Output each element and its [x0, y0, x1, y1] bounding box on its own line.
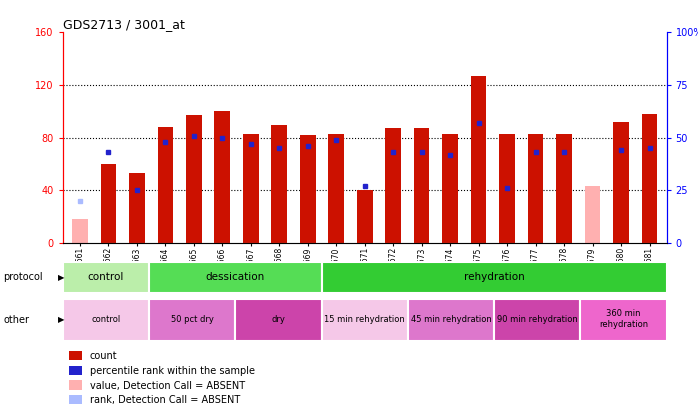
Text: percentile rank within the sample: percentile rank within the sample	[90, 366, 255, 376]
Bar	[69, 351, 82, 360]
Text: protocol: protocol	[3, 273, 43, 282]
Text: 45 min rehydration: 45 min rehydration	[410, 315, 491, 324]
Bar	[556, 134, 572, 243]
Text: control: control	[91, 315, 121, 324]
Bar	[613, 122, 629, 243]
Bar	[580, 298, 667, 341]
Text: dry: dry	[272, 315, 285, 324]
Text: count: count	[90, 351, 118, 361]
Text: 360 min
rehydration: 360 min rehydration	[599, 309, 648, 329]
Text: control: control	[88, 272, 124, 282]
Text: 15 min rehydration: 15 min rehydration	[325, 315, 405, 324]
Bar	[63, 262, 149, 293]
Bar	[129, 173, 144, 243]
Bar	[101, 164, 117, 243]
Bar	[408, 298, 494, 341]
Text: other: other	[3, 315, 29, 325]
Bar	[385, 128, 401, 243]
Bar	[235, 298, 322, 341]
Bar	[158, 127, 173, 243]
Bar	[443, 134, 458, 243]
Bar	[300, 135, 315, 243]
Bar	[272, 125, 287, 243]
Text: 50 pct dry: 50 pct dry	[171, 315, 214, 324]
Bar	[69, 395, 82, 405]
Bar	[499, 134, 515, 243]
Text: ▶: ▶	[58, 315, 64, 324]
Bar	[470, 76, 487, 243]
Text: GDS2713 / 3001_at: GDS2713 / 3001_at	[63, 18, 185, 31]
Bar	[322, 298, 408, 341]
Bar	[69, 366, 82, 375]
Bar	[186, 115, 202, 243]
Bar	[641, 114, 658, 243]
Bar	[149, 262, 322, 293]
Bar	[328, 134, 344, 243]
Bar	[72, 220, 88, 243]
Bar	[585, 186, 600, 243]
Bar	[357, 190, 373, 243]
Bar	[494, 298, 580, 341]
Bar	[528, 134, 544, 243]
Text: value, Detection Call = ABSENT: value, Detection Call = ABSENT	[90, 381, 245, 391]
Text: 90 min rehydration: 90 min rehydration	[497, 315, 577, 324]
Bar	[69, 380, 82, 390]
Text: ▶: ▶	[58, 273, 64, 282]
Bar	[322, 262, 667, 293]
Bar	[63, 298, 149, 341]
Bar	[414, 128, 429, 243]
Bar	[243, 134, 259, 243]
Text: rank, Detection Call = ABSENT: rank, Detection Call = ABSENT	[90, 395, 240, 405]
Bar	[214, 111, 230, 243]
Bar	[149, 298, 235, 341]
Text: rehydration: rehydration	[463, 272, 524, 282]
Text: dessication: dessication	[206, 272, 265, 282]
